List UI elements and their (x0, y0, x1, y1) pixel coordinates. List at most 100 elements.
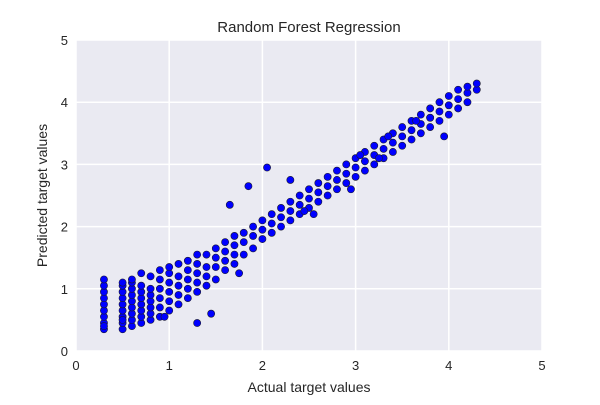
data-point (286, 216, 295, 225)
data-point (286, 197, 295, 206)
data-point (398, 132, 407, 141)
data-point (267, 228, 276, 237)
data-point (100, 322, 108, 331)
data-point (193, 278, 202, 287)
data-point (202, 281, 211, 290)
data-point (277, 213, 285, 222)
data-point (267, 210, 276, 219)
data-point (407, 126, 416, 135)
data-point (230, 250, 239, 259)
data-point (295, 191, 304, 200)
data-point (193, 250, 202, 259)
data-point (286, 176, 295, 184)
data-point (454, 104, 463, 113)
data-point (342, 169, 351, 178)
data-point (333, 166, 341, 175)
data-point (235, 269, 243, 278)
data-point (183, 294, 192, 303)
data-point (309, 210, 318, 219)
data-point (305, 194, 313, 203)
data-point (472, 79, 481, 88)
data-point (435, 107, 444, 116)
data-point (183, 284, 192, 293)
data-point (193, 269, 202, 278)
data-point (258, 216, 267, 225)
data-point (333, 185, 341, 194)
data-point (128, 275, 136, 284)
data-point (454, 95, 463, 103)
data-point (356, 151, 365, 159)
data-point (277, 204, 285, 212)
data-point (379, 144, 388, 153)
x-tick-label: 3 (352, 358, 359, 373)
data-point (323, 182, 332, 191)
data-point (412, 116, 421, 125)
data-point (444, 101, 453, 110)
data-point (146, 272, 155, 281)
y-tick-label: 1 (61, 282, 68, 297)
data-point (398, 141, 407, 150)
data-point (398, 123, 407, 131)
data-point (407, 135, 416, 144)
data-point (165, 288, 174, 296)
data-point (193, 319, 202, 327)
data-point (249, 222, 257, 231)
data-point (435, 98, 444, 107)
data-point (239, 238, 248, 247)
data-point (174, 272, 183, 281)
x-axis-label: Actual target values (248, 379, 371, 395)
data-point (183, 266, 192, 275)
data-point (221, 247, 230, 256)
data-point (239, 250, 248, 259)
data-point (361, 157, 369, 166)
data-point (174, 291, 183, 299)
data-point (211, 253, 220, 262)
data-point (165, 306, 174, 315)
data-point (174, 260, 183, 268)
data-point (211, 275, 220, 284)
data-point (155, 275, 164, 284)
data-point (165, 263, 174, 271)
data-point (160, 312, 169, 321)
data-point (193, 260, 202, 268)
data-point (211, 244, 220, 253)
data-point (444, 92, 453, 100)
data-point (165, 297, 174, 306)
data-point (374, 154, 383, 163)
data-point (183, 275, 192, 284)
data-point (174, 300, 183, 309)
data-point (100, 275, 108, 284)
y-tick-label: 2 (61, 220, 68, 235)
data-point (137, 281, 146, 290)
data-point (347, 185, 355, 194)
data-point (221, 238, 230, 247)
data-point (286, 207, 295, 215)
data-point (193, 288, 202, 296)
data-point (277, 222, 285, 231)
data-point (361, 166, 369, 175)
data-point (314, 179, 323, 187)
data-point (211, 263, 220, 271)
data-point (202, 272, 211, 281)
data-point (221, 266, 230, 275)
data-point (258, 225, 267, 234)
data-point (388, 148, 397, 156)
data-point (207, 309, 216, 318)
data-point (267, 219, 276, 228)
data-point (426, 123, 435, 131)
data-point (314, 188, 323, 197)
y-axis-label: Predicted target values (34, 124, 50, 267)
data-point (454, 85, 463, 94)
data-point (370, 160, 379, 169)
data-point (118, 315, 127, 324)
data-point (202, 250, 211, 259)
x-tick-label: 0 (72, 358, 79, 373)
data-point (249, 232, 257, 240)
data-point (146, 284, 155, 293)
data-point (165, 278, 174, 287)
data-point (384, 132, 393, 141)
y-tick-label: 0 (61, 344, 68, 359)
data-point (118, 278, 127, 287)
